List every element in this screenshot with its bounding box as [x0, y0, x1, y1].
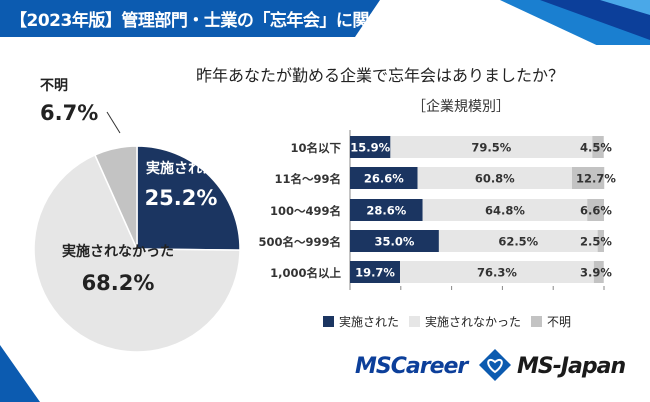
- bar-value-label: 4.5%: [580, 141, 612, 155]
- legend-item-unknown: 不明: [531, 313, 571, 330]
- page-title: 【2023年版】管理部門・士業の「忘年会」に関する実態調査: [10, 11, 468, 31]
- bar-value-label: 35.0%: [374, 235, 414, 249]
- bar-value-label: 62.5%: [498, 235, 538, 249]
- bar-value-label: 60.8%: [475, 172, 515, 186]
- pie-slice-1: [33, 153, 241, 353]
- bar-category-label: 500名～999名: [258, 235, 341, 249]
- pie-value-0: 25.2%: [145, 186, 218, 210]
- pie-slice-0: [136, 145, 241, 251]
- corner-decoration: [0, 345, 40, 402]
- pie-label-0: 実施された: [146, 160, 216, 177]
- bar-segment-1: [438, 230, 598, 252]
- bar-value-label: 19.7%: [355, 266, 395, 280]
- pie-slice-2: [93, 145, 138, 250]
- bar-value-label: 6.6%: [580, 204, 612, 218]
- bar-value-label: 15.9%: [350, 141, 390, 155]
- bar-value-label: 2.5%: [580, 235, 612, 249]
- bar-value-label: 3.9%: [580, 266, 612, 280]
- pie-leader-line: [106, 111, 121, 134]
- ms-japan-logo: MS-Japan: [517, 354, 626, 379]
- bar-segment-1: [422, 199, 588, 221]
- bar-segment-0: [350, 167, 418, 189]
- bar-segment-1: [390, 136, 593, 158]
- bar-segment-2: [593, 261, 604, 283]
- legend: 実施された 実施されなかった 不明: [323, 313, 571, 330]
- bar-segment-2: [597, 230, 604, 252]
- bar-value-label: 26.6%: [364, 172, 404, 186]
- legend-item-done: 実施された: [323, 313, 399, 330]
- bar-segment-2: [587, 199, 604, 221]
- ms-japan-logo-icon: [479, 349, 511, 381]
- pie-label-2: 不明: [40, 78, 68, 94]
- bar-chart-title: ［企業規模別］: [412, 99, 510, 115]
- bar-segment-0: [350, 136, 391, 158]
- bar-category-label: 10名以下: [290, 141, 341, 155]
- pie-label-1: 実施されなかった: [62, 243, 174, 260]
- bar-value-label: 12.7%: [576, 172, 616, 186]
- pie-value-1: 68.2%: [82, 271, 155, 295]
- bar-value-label: 76.3%: [477, 266, 517, 280]
- bar-segment-0: [350, 199, 423, 221]
- bar-category-label: 1,000名以上: [270, 266, 341, 280]
- bar-segment-1: [400, 261, 594, 283]
- pie-value-2: 6.7%: [40, 101, 98, 125]
- question: 昨年あなたが勤める企業で忘年会はありましたか？: [195, 66, 564, 85]
- bar-segment-2: [592, 136, 604, 158]
- mscareer-logo: MSCareer: [355, 354, 468, 379]
- header-banner: [0, 0, 650, 45]
- bar-segment-2: [571, 167, 605, 189]
- bar-value-label: 28.6%: [366, 204, 406, 218]
- bar-value-label: 64.8%: [485, 204, 525, 218]
- bar-category-label: 100～499名: [270, 204, 341, 218]
- bar-category-label: 11名～99名: [274, 172, 341, 186]
- bar-value-label: 79.5%: [471, 141, 511, 155]
- bar-segment-0: [350, 230, 439, 252]
- bar-segment-0: [350, 261, 401, 283]
- legend-item-not: 実施されなかった: [409, 313, 521, 330]
- bar-segment-1: [417, 167, 572, 189]
